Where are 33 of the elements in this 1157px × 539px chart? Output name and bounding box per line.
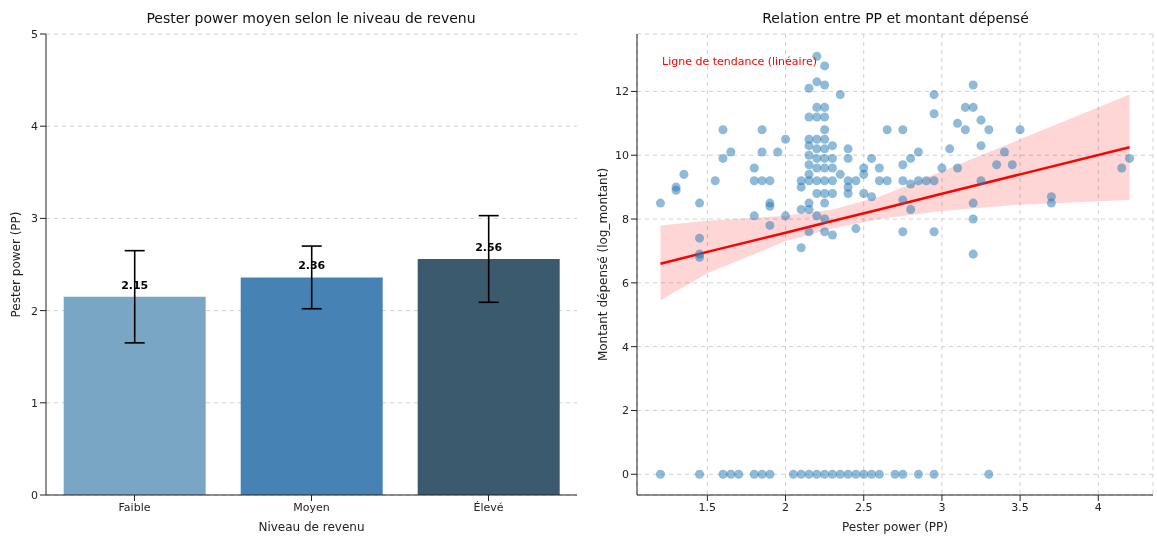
y-tick-label: 3 bbox=[31, 212, 38, 226]
chart-title: Pester power moyen selon le niveau de revenu bbox=[145, 10, 477, 26]
text: Ligne de tendance (linéaire) bbox=[662, 55, 817, 68]
y-tick-label: 4 bbox=[31, 120, 38, 134]
y-tick-label: 2 bbox=[31, 304, 38, 318]
line-series bbox=[659, 146, 1131, 265]
y-tick-label: 10 bbox=[615, 149, 629, 163]
x-tick-label: 2.5 bbox=[854, 500, 873, 514]
x-tick-label: 3.5 bbox=[1011, 500, 1029, 514]
bar bbox=[240, 277, 383, 495]
y-axis-title: Montant dépensé (log_montant) bbox=[596, 167, 611, 362]
x-tick-label: Moyen bbox=[293, 500, 330, 514]
x-axis-title: Niveau de revenu bbox=[258, 520, 365, 534]
y-tick-label: 2 bbox=[622, 404, 629, 418]
x-tick-label: 2 bbox=[782, 500, 790, 514]
x-tick-label: Élevé bbox=[473, 500, 504, 514]
y-tick-label: 0 bbox=[622, 468, 629, 482]
y-tick-label: 0 bbox=[31, 488, 38, 502]
y-tick-label: 1 bbox=[31, 396, 38, 410]
x-axis-title: Pester power (PP) bbox=[841, 520, 949, 534]
y-axis-title: Pester power (PP) bbox=[9, 211, 24, 318]
x-tick-label: 1.5 bbox=[698, 500, 717, 514]
bar bbox=[417, 258, 560, 495]
x-tick-label: 4 bbox=[1094, 500, 1102, 514]
y-tick-label: 4 bbox=[622, 340, 629, 354]
y-tick-label: 8 bbox=[622, 212, 629, 226]
x-tick-label: Faible bbox=[118, 500, 151, 514]
y-tick-label: 12 bbox=[615, 85, 629, 99]
y-tick-label: 5 bbox=[31, 27, 38, 41]
x-tick-label: 3 bbox=[938, 500, 946, 514]
chart-title: Relation entre PP et montant dépensé bbox=[761, 10, 1030, 26]
bar bbox=[63, 296, 206, 495]
y-tick-label: 6 bbox=[622, 276, 629, 290]
